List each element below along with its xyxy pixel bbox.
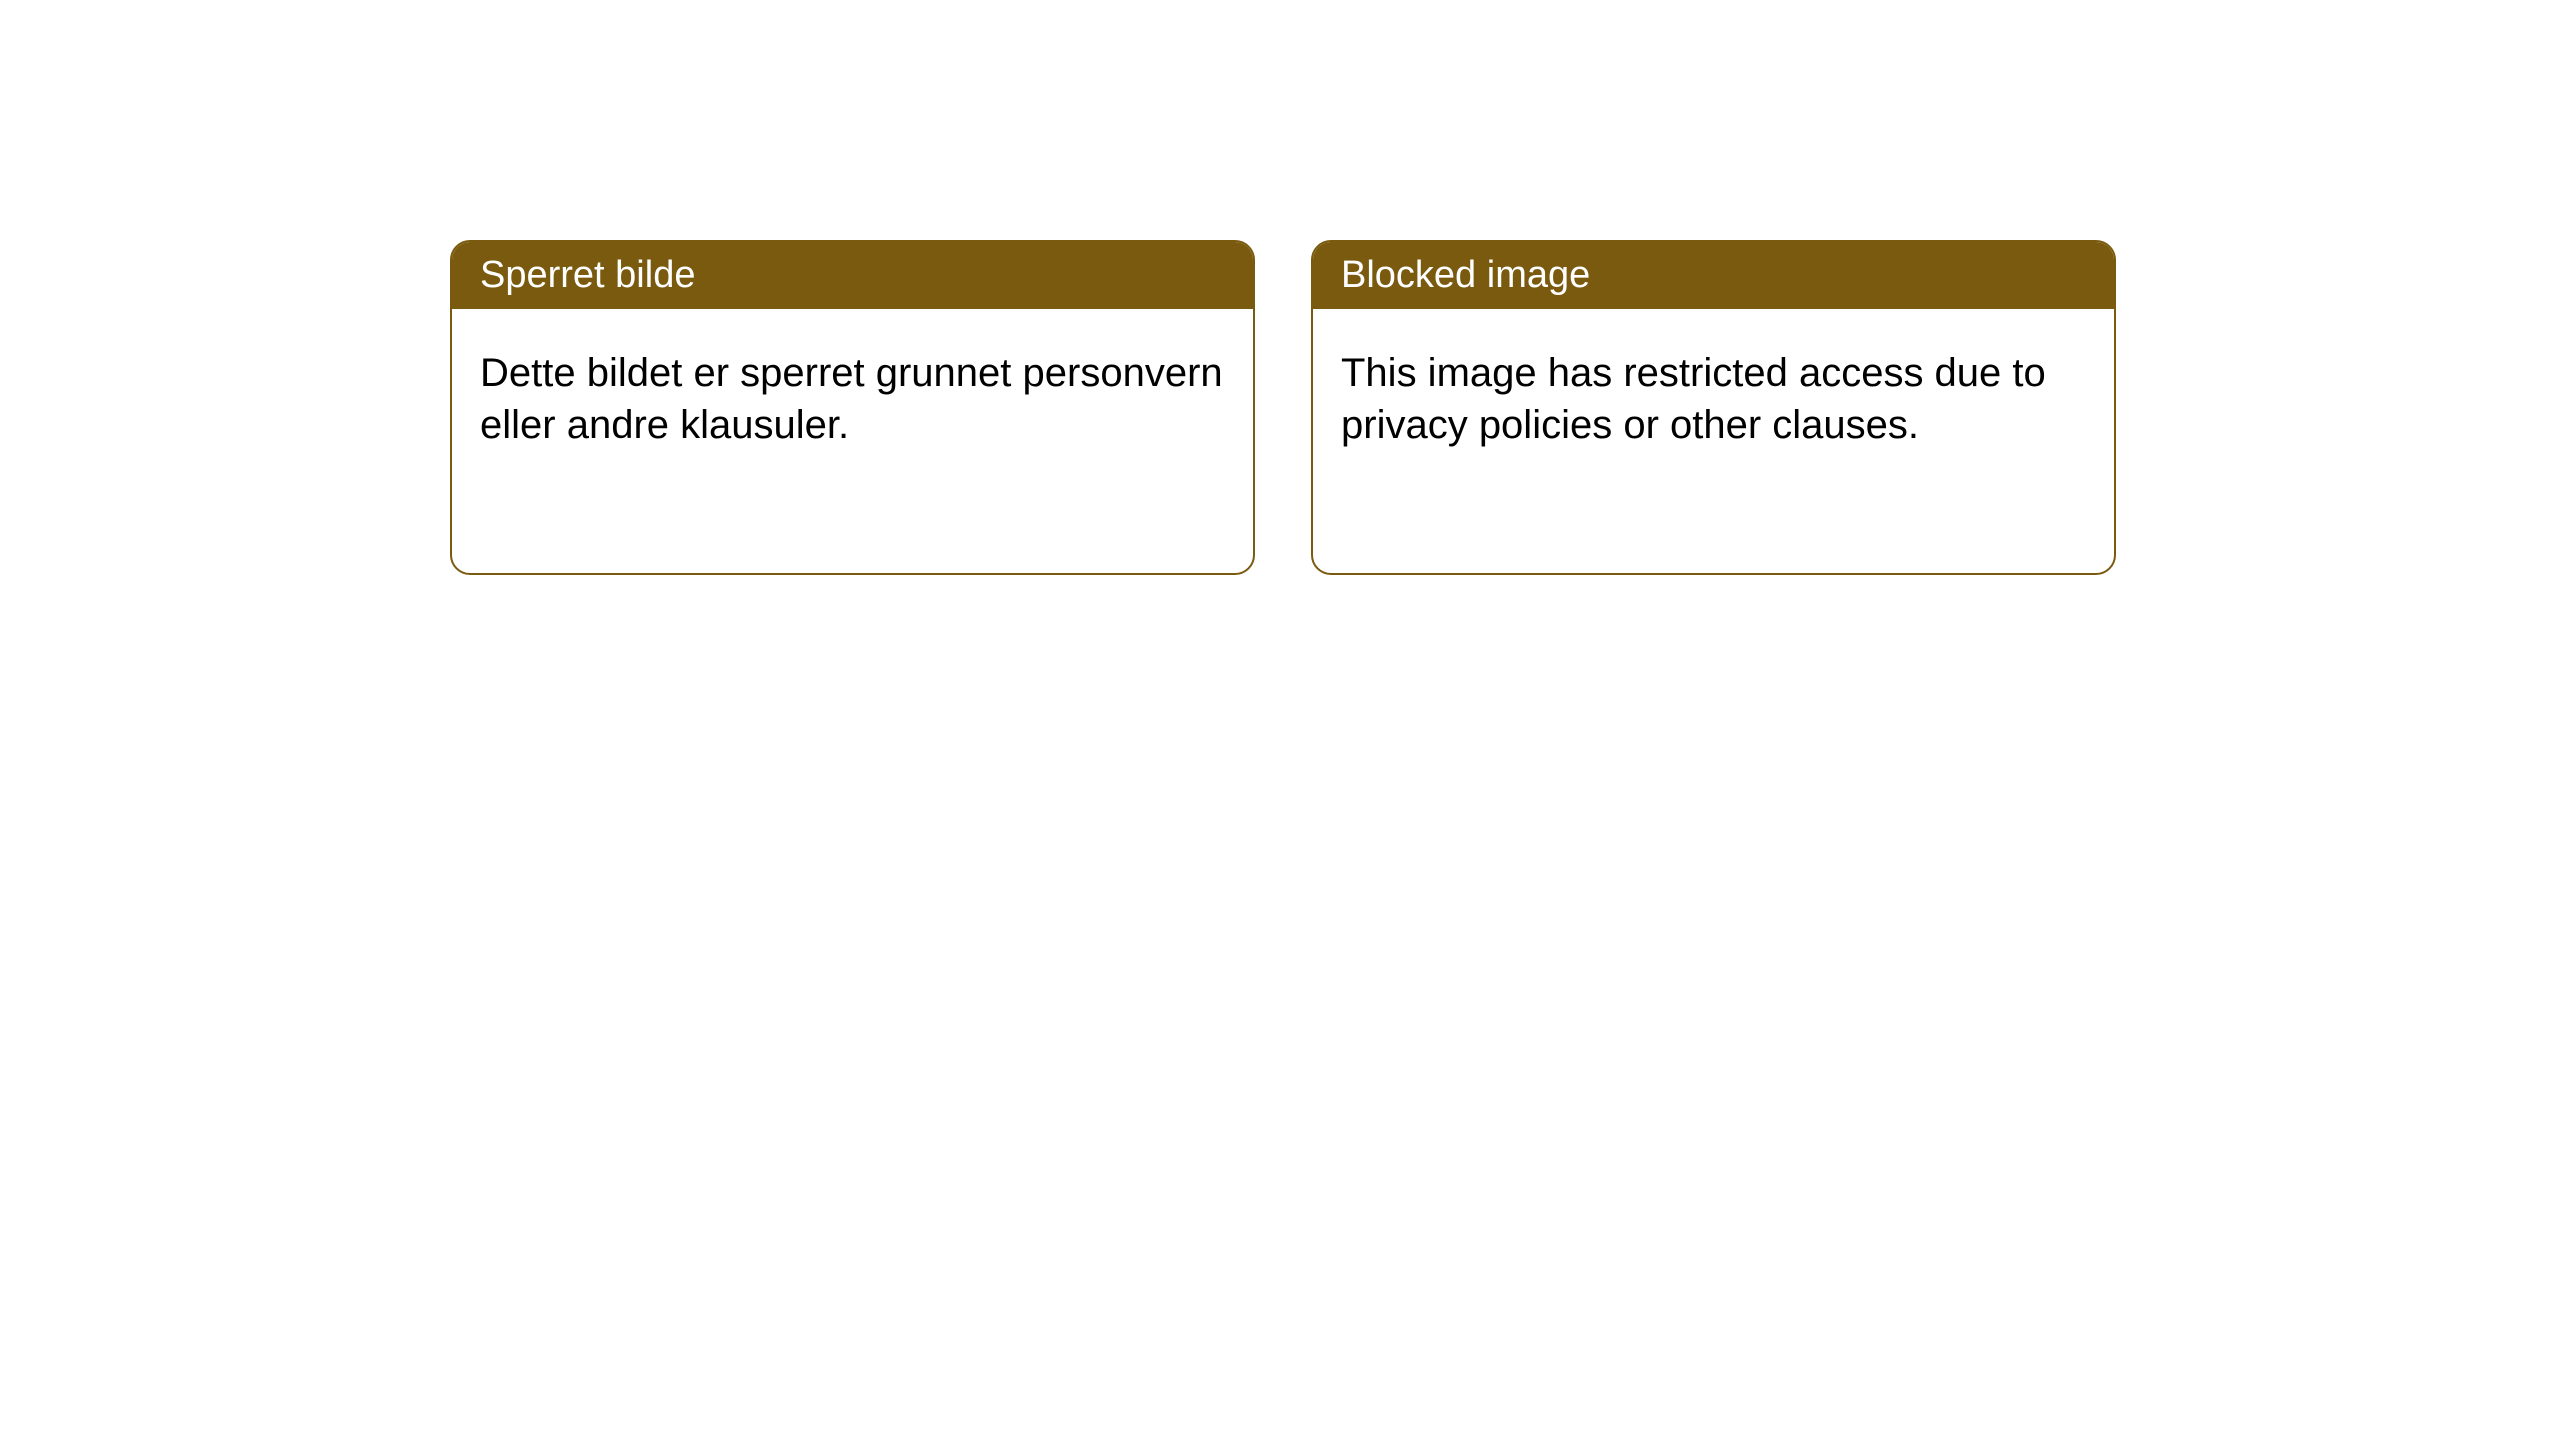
card-body-text: Dette bildet er sperret grunnet personve…: [480, 351, 1223, 447]
cards-container: Sperret bilde Dette bildet er sperret gr…: [0, 0, 2560, 575]
blocked-image-card-en: Blocked image This image has restricted …: [1311, 240, 2116, 575]
card-title: Blocked image: [1341, 254, 1590, 296]
card-body-text: This image has restricted access due to …: [1341, 351, 2046, 447]
card-body: This image has restricted access due to …: [1313, 309, 2114, 489]
card-body: Dette bildet er sperret grunnet personve…: [452, 309, 1253, 489]
blocked-image-card-no: Sperret bilde Dette bildet er sperret gr…: [450, 240, 1255, 575]
card-header: Blocked image: [1313, 242, 2114, 309]
card-title: Sperret bilde: [480, 254, 695, 296]
card-header: Sperret bilde: [452, 242, 1253, 309]
